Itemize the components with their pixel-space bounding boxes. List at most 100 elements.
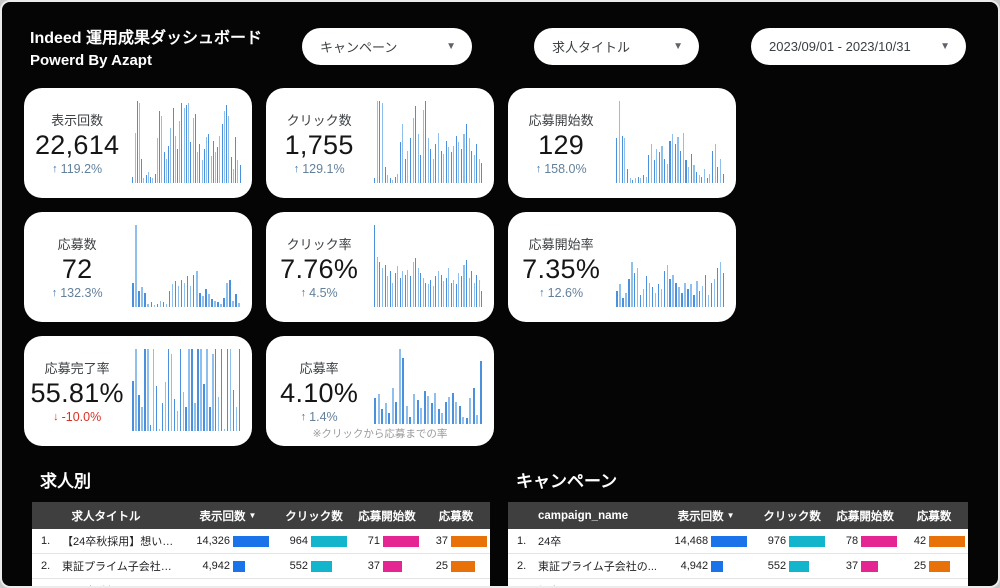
spark-bar — [634, 272, 636, 308]
metric-value: 7.35% — [522, 254, 601, 285]
spark-bar — [420, 407, 423, 425]
value-bar — [383, 585, 390, 586]
spark-bar — [147, 304, 149, 308]
header: Indeed 運用成果ダッシュボード Powerd By Azapt キャンペー… — [2, 2, 998, 71]
campaigns-table-title: キャンペーン — [516, 472, 618, 492]
table-row[interactable]: 2. 東証プライム子会社の... 4,942 552 37 25 — [508, 554, 969, 580]
metric-value: 13 — [352, 585, 380, 586]
spark-bar — [200, 349, 202, 432]
spark-bar — [206, 137, 207, 184]
trend-arrow-icon: ↑ — [539, 287, 545, 300]
label-column-header[interactable]: 求人タイトル — [71, 510, 141, 523]
spark-bar — [685, 160, 687, 184]
metric-column-header[interactable]: 応募開始数 — [830, 508, 900, 524]
spark-bar — [188, 349, 190, 432]
metric-column-header[interactable]: 応募開始数 — [352, 508, 422, 524]
row-label: 24卒 — [538, 536, 562, 549]
table-row[interactable]: 3.【24卒秋採用】【リモー...1,193 117 13 7 — [32, 579, 490, 586]
metric-header-label: クリック数 — [285, 510, 343, 523]
metric-header-label: 応募開始数 — [358, 510, 416, 523]
bar-box — [708, 585, 754, 586]
title-line-2: Powerd By Azapt — [30, 52, 152, 70]
metric-column-header[interactable]: 表示回数 ▼ — [658, 508, 754, 524]
jobtitle-filter-dropdown[interactable]: 求人タイトル ▼ — [534, 28, 699, 65]
campaigns-table-section: キャンペーン campaign_name 表示回数 ▼ クリック数 応募開始数 応募数 1.… — [508, 467, 969, 586]
spark-bar — [181, 103, 183, 184]
spark-bar — [420, 154, 422, 184]
spark-bar — [208, 294, 210, 308]
metric-column-header[interactable]: クリック数 — [754, 508, 830, 524]
value-bar — [451, 535, 487, 547]
metric-cell: 13 — [352, 585, 422, 586]
metric-cell: 25 — [422, 560, 490, 572]
metric-column-header[interactable]: 応募数 — [422, 508, 490, 524]
spark-bar — [427, 284, 429, 308]
table-row[interactable]: 2. 東証プライム子会社の事... 4,942 552 37 25 — [32, 554, 490, 580]
spark-bar — [458, 272, 460, 308]
table-row[interactable]: 3.新卒4/1～2,756 211 14 5 — [508, 579, 969, 586]
table-row[interactable]: 1. 【24卒秋採用】想いや人... 14,326 964 71 37 — [32, 529, 490, 555]
spark-bar — [472, 388, 475, 425]
table-row[interactable]: 1. 24卒 14,468 976 78 42 — [508, 529, 969, 555]
spark-bar — [707, 295, 710, 308]
spark-bar — [147, 171, 149, 184]
spark-bar — [183, 107, 185, 184]
spark-bar — [194, 113, 196, 184]
sparkline — [608, 212, 736, 322]
spark-bar — [161, 402, 164, 432]
spark-bar — [185, 406, 187, 432]
spark-bar — [179, 121, 180, 184]
spark-bar — [432, 158, 434, 184]
value-bar — [451, 585, 458, 586]
spark-bar — [139, 103, 140, 184]
metric-column-header[interactable]: 表示回数 ▼ — [180, 508, 276, 524]
label-column-header[interactable]: campaign_name — [538, 509, 629, 522]
spark-bar — [460, 276, 462, 308]
sparkline — [366, 88, 494, 198]
spark-bar — [440, 274, 442, 308]
spark-bar — [719, 262, 722, 308]
metric-column-header[interactable]: クリック数 — [276, 508, 352, 524]
bar-box — [230, 585, 276, 586]
spark-bar — [713, 278, 716, 308]
spark-bar — [445, 140, 447, 184]
spark-bar — [394, 176, 396, 184]
spark-bar — [391, 388, 394, 425]
spark-bar — [152, 349, 155, 432]
metric-cell: 14 — [830, 585, 900, 586]
spark-bar — [379, 262, 381, 308]
date-range-dropdown[interactable]: 2023/09/01 - 2023/10/31 ▼ — [751, 28, 966, 65]
spark-bar — [229, 279, 231, 308]
spark-bar — [404, 158, 406, 184]
bar-box — [858, 585, 900, 586]
spark-bar — [709, 173, 711, 184]
spark-bar — [682, 132, 684, 184]
metric-cell: 552 — [754, 560, 830, 572]
spark-bar — [394, 272, 396, 308]
scorecard-clicks: クリック数 1,755 ↑ 129.1% — [266, 88, 494, 199]
bar-box — [786, 560, 830, 572]
spark-bar — [453, 145, 455, 184]
spark-bar — [619, 284, 621, 308]
spark-bar — [445, 277, 447, 308]
spark-bar — [631, 262, 633, 308]
spark-bar — [650, 144, 652, 184]
spark-bar — [170, 353, 173, 432]
spark-bar — [642, 175, 645, 184]
spark-bar — [138, 394, 140, 432]
scorecard-info: クリック数 1,755 ↑ 129.1% — [266, 88, 366, 198]
bar-box — [858, 535, 900, 547]
campaign-filter-dropdown[interactable]: キャンペーン ▼ — [302, 28, 472, 65]
spark-bar — [183, 282, 186, 308]
value-bar — [861, 585, 868, 586]
spark-bar — [415, 105, 417, 184]
spark-bar — [448, 147, 450, 184]
sort-descending-icon: ▼ — [248, 511, 257, 521]
spark-bar — [374, 398, 377, 425]
value-bar — [789, 560, 810, 572]
spark-bar — [177, 148, 178, 184]
metric-column-header[interactable]: 応募数 — [900, 508, 968, 524]
spark-bar — [432, 286, 434, 308]
metric-value: 14 — [830, 585, 858, 586]
spark-bar — [203, 383, 205, 432]
